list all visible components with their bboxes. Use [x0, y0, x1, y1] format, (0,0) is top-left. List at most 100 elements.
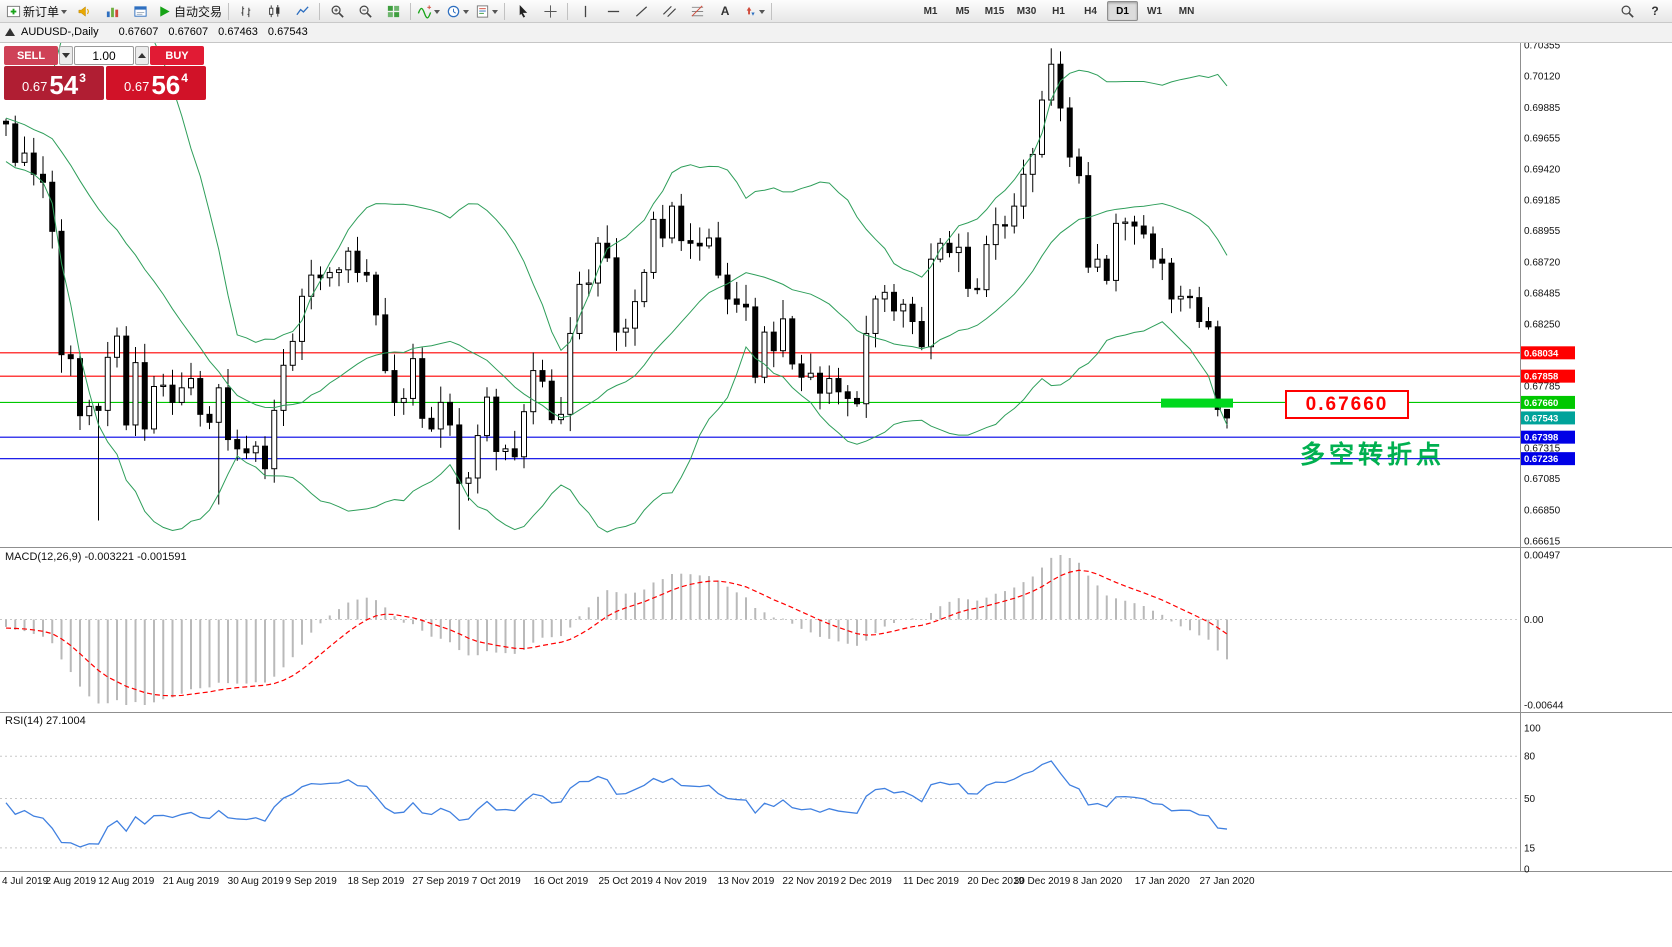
pivot-annotation[interactable]: 多空转折点: [1300, 441, 1446, 469]
candle: [678, 193, 685, 251]
zoom-out-button[interactable]: [351, 0, 379, 22]
candle: [215, 383, 222, 505]
price-tick: 0.68250: [1524, 320, 1561, 331]
candle: [363, 259, 370, 283]
horizontal-line-tool-button[interactable]: [599, 0, 627, 22]
ohlc-high: 0.67607: [168, 26, 209, 38]
crosshair-icon: [543, 4, 557, 18]
candle: [178, 372, 185, 406]
bar-chart-mode-button[interactable]: [232, 0, 260, 22]
zoom-in-button[interactable]: [323, 0, 351, 22]
timeframe-button-m30[interactable]: M30: [1016, 5, 1037, 17]
lot-increase-button[interactable]: [135, 46, 149, 65]
candle: [891, 284, 897, 321]
buy-price-panel[interactable]: 0.67 56 4: [106, 66, 206, 100]
data-window-button[interactable]: [126, 0, 154, 22]
bollinger-upper: [5, 42, 1228, 352]
channel-tool-button[interactable]: [655, 0, 683, 22]
help-button[interactable]: ?: [1641, 0, 1669, 22]
price-tick: 0.69185: [1524, 196, 1561, 207]
fibonacci-tool-button[interactable]: [683, 0, 711, 22]
date-label: 20 Dec 2019: [967, 876, 1024, 887]
candle: [1011, 193, 1018, 234]
candle: [1066, 97, 1073, 167]
horizontal-price-lines[interactable]: [0, 352, 1520, 460]
candle: [141, 343, 148, 441]
main-toolbar: 新订单 自动交易: [0, 0, 1672, 23]
lot-decrease-button[interactable]: [59, 46, 73, 65]
tile-windows-button[interactable]: [379, 0, 407, 22]
axis-price-box: [1521, 346, 1575, 360]
toolbar-separator: [771, 2, 773, 20]
sell-button[interactable]: SELL: [4, 46, 58, 65]
macd-axis-label: 0.00: [1524, 615, 1544, 626]
sell-price-panel[interactable]: 0.67 54 3: [4, 66, 104, 100]
candle: [1150, 226, 1156, 269]
axis-price-box-label: 0.67543: [1524, 413, 1558, 424]
crosshair-button[interactable]: [536, 0, 564, 22]
new-order-button[interactable]: 新订单: [3, 0, 70, 22]
one-click-trading-widget[interactable]: SELL BUY 0.67 54 3 0.67 56 4: [4, 46, 206, 100]
indicators-button[interactable]: [414, 0, 443, 22]
periods-button[interactable]: [443, 0, 472, 22]
candle: [336, 267, 342, 287]
vertical-line-tool-button[interactable]: [571, 0, 599, 22]
candle: [548, 369, 555, 424]
candle: [437, 386, 444, 448]
candle: [1177, 285, 1184, 312]
candle: [641, 269, 648, 308]
timeframe-button-m1[interactable]: M1: [923, 5, 938, 17]
candle: [826, 365, 833, 404]
date-label: 2 Aug 2019: [45, 876, 96, 887]
date-label: 12 Aug 2019: [98, 876, 155, 887]
trend-highlight-bar[interactable]: [1161, 398, 1233, 408]
trendline-tool-button[interactable]: [627, 0, 655, 22]
date-label: 27 Jan 2020: [1199, 876, 1254, 887]
market-watch-button[interactable]: [98, 0, 126, 22]
sound-alert-button[interactable]: [70, 0, 98, 22]
candle: [632, 289, 638, 346]
buy-button[interactable]: BUY: [150, 46, 204, 65]
candle: [271, 399, 278, 483]
candle: [58, 219, 65, 373]
axis-price-box-label: 0.67660: [1524, 398, 1558, 409]
cursor-button[interactable]: [508, 0, 536, 22]
candle: [918, 306, 925, 351]
timeframe-button-h4[interactable]: H4: [1084, 5, 1097, 17]
autotrading-button[interactable]: 自动交易: [154, 0, 225, 22]
text-tool-button[interactable]: A: [711, 0, 739, 22]
candle: [1020, 159, 1027, 219]
timeframe-button-d1[interactable]: D1: [1107, 1, 1139, 21]
candle: [669, 201, 675, 244]
candle: [280, 349, 287, 427]
rsi-axis-label: 50: [1524, 794, 1536, 805]
candle: [521, 404, 527, 469]
arrows-tool-button[interactable]: [739, 0, 768, 22]
clock-icon: [447, 5, 460, 17]
candle: [789, 315, 796, 370]
line-chart-mode-button[interactable]: [288, 0, 316, 22]
candle: [391, 354, 398, 416]
chart-symbol-title: AUDUSD-,Daily: [21, 26, 99, 38]
date-label: 2 Dec 2019: [841, 876, 893, 887]
candle: [289, 333, 296, 371]
candle: [1113, 213, 1119, 292]
timeframe-button-w1[interactable]: W1: [1147, 5, 1163, 17]
date-label: 4 Jul 2019: [2, 876, 49, 887]
candlestick-mode-button[interactable]: [260, 0, 288, 22]
rsi-pane-header: RSI(14) 27.1004: [5, 715, 86, 727]
price-tick: 0.70120: [1524, 72, 1561, 83]
price-callout-label[interactable]: 0.67660: [1285, 390, 1409, 419]
toolbar-separator: [567, 2, 569, 20]
candle: [807, 353, 814, 381]
timeframe-button-mn[interactable]: MN: [1178, 5, 1195, 17]
search-button[interactable]: [1613, 0, 1641, 22]
timeframe-button-h1[interactable]: H1: [1052, 5, 1065, 17]
chart-canvas[interactable]: 0.70355 0.70120 0.69885 0.69655 0.69420 0.691…: [0, 42, 1672, 947]
price-axis[interactable]: 0.70355 0.70120 0.69885 0.69655 0.69420 0.691…: [1521, 42, 1575, 548]
templates-button[interactable]: [472, 0, 501, 22]
timeframe-button-m5[interactable]: M5: [955, 5, 970, 17]
lot-size-input[interactable]: [74, 46, 134, 65]
timeframe-button-m15[interactable]: M15: [984, 5, 1005, 17]
